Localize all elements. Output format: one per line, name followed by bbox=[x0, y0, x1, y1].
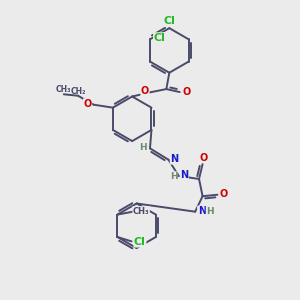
Text: O: O bbox=[220, 189, 228, 199]
Text: N: N bbox=[170, 154, 178, 164]
Text: H: H bbox=[170, 172, 177, 181]
Text: O: O bbox=[199, 153, 207, 163]
Text: CH₃: CH₃ bbox=[133, 207, 149, 216]
Text: Cl: Cl bbox=[134, 237, 146, 247]
Text: O: O bbox=[141, 86, 149, 96]
Text: H: H bbox=[206, 207, 214, 216]
Text: CH₃: CH₃ bbox=[56, 85, 71, 94]
Text: O: O bbox=[182, 87, 190, 97]
Text: Cl: Cl bbox=[154, 33, 166, 43]
Text: O: O bbox=[83, 99, 92, 109]
Text: N: N bbox=[180, 170, 188, 180]
Text: N: N bbox=[198, 206, 206, 216]
Text: Cl: Cl bbox=[164, 16, 175, 26]
Text: CH₂: CH₂ bbox=[71, 87, 86, 96]
Text: H: H bbox=[139, 143, 146, 152]
